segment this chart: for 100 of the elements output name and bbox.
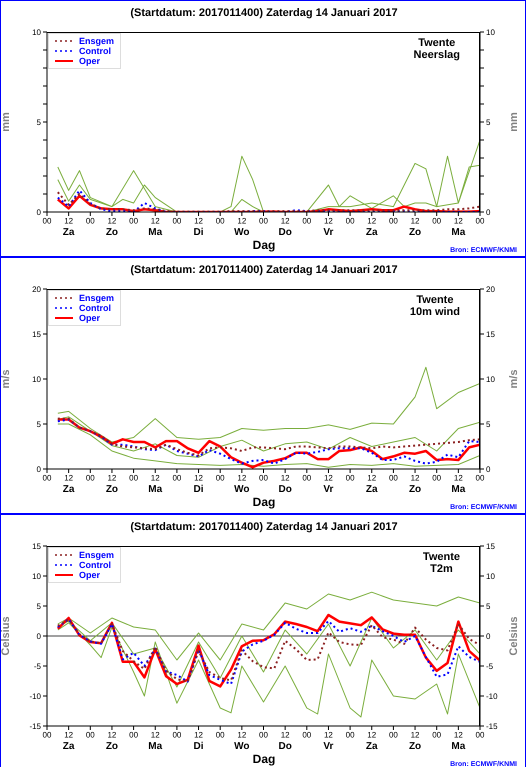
legend-label: Ensgem [79,36,114,46]
text: Ma [450,484,466,495]
x-tick-label: 00 [432,474,442,483]
x-tick-label: 00 [172,730,182,740]
x-tick-label: 12 [237,474,247,483]
text: Za [364,741,379,752]
x-tick-label: 00 [129,730,139,740]
x-tick-label: 12 [280,474,290,483]
y-tick-label: 5 [36,420,42,429]
x-tick-label: 12 [194,474,204,483]
y-tick-label: -5 [34,662,42,671]
x-tick-label: 00 [432,216,442,226]
chart-title: (Startdatum: 2017011400) Zaterdag 14 Januari 2017 [129,521,399,533]
y-tick-label: 5 [36,118,42,127]
y2-tick-label: 10 [486,374,496,384]
x-tick-label: 12 [324,474,334,483]
legend-label: Oper [79,570,100,580]
y2-tick-label: -10 [486,692,498,701]
x-tick-label: 00 [476,216,485,226]
x-tick-label: 00 [42,730,52,740]
y2-axis-title: m/s [508,370,520,388]
x-tick-label: 00 [172,474,182,483]
text: Di [192,227,205,238]
y-tick-label: 0 [36,464,42,474]
chart-title: (Startdatum: 2017011400) Zaterdag 14 Januari 2017 [129,7,399,19]
x-tick-label: 12 [64,730,74,740]
x-tick-label: 00 [388,730,398,740]
x-tick-label: 00 [216,730,226,740]
y-axis-title: m/s [0,370,12,388]
x-tick-label: 00 [302,730,312,740]
text: Twente T2m [422,551,460,575]
x-tick-label: 00 [42,474,52,483]
text: Ma [147,741,164,752]
y-tick-label: 0 [36,632,42,641]
y-axis-title: Celsius [0,616,12,656]
y2-tick-label: 5 [486,118,491,127]
x-tick-label: 12 [64,474,74,483]
x-tick-label: 00 [86,730,96,740]
y2-tick-label: 20 [486,284,496,294]
y2-tick-label: 0 [486,208,491,217]
x-tick-label: 00 [259,730,268,740]
y-tick-label: 15 [32,330,42,339]
y2-tick-label: 10 [486,28,496,37]
x-tick-label: 00 [346,474,356,483]
text: Di [192,741,205,752]
text: Twente 10m wind [410,294,460,318]
y-tick-label: 10 [32,28,42,37]
x-tick-label: 12 [454,730,464,740]
x-tick-label: 12 [237,730,247,740]
x-tick-label: 00 [129,216,139,226]
x-tick-label: 12 [454,474,464,483]
x-tick-label: 12 [150,730,160,740]
x-tick-label: 00 [476,730,485,740]
x-axis-title: Dag [252,238,276,252]
x-tick-label: 00 [259,474,268,483]
x-tick-label: 00 [432,730,442,740]
x-axis-title: Dag [252,495,276,509]
x-tick-label: 12 [280,216,290,226]
x-tick-label: 12 [237,216,247,226]
text: Ma [450,741,466,752]
y2-tick-label: 5 [486,420,491,429]
legend-label: Ensgem [79,293,114,303]
text: Za [364,484,379,495]
x-tick-label: 00 [388,216,398,226]
legend-label: Control [79,560,111,570]
text: Za [62,484,76,495]
x-tick-label: 12 [324,216,334,226]
y2-tick-label: -5 [486,662,494,671]
x-tick-label: 12 [324,730,334,740]
x-tick-label: 00 [346,216,356,226]
x-tick-label: 00 [259,216,268,226]
text: Zo [104,484,120,495]
x-tick-label: 12 [454,216,464,226]
text: Wo [233,227,251,238]
x-tick-label: 00 [172,216,182,226]
y2-tick-label: 15 [486,542,496,551]
chart-title: (Startdatum: 2017011400) Zaterdag 14 Januari 2017 [129,264,399,276]
y-tick-label: 15 [32,542,42,551]
y2-tick-label: 15 [486,330,496,339]
text: Zo [408,227,422,238]
text: Zo [408,484,422,495]
y2-axis-title: Celsius [508,616,520,656]
text: Ma [147,227,164,238]
x-axis-title: Dag [252,752,276,766]
text: Za [364,227,379,238]
x-tick-label: 12 [194,216,204,226]
x-tick-label: 00 [129,474,139,483]
x-tick-label: 12 [410,216,420,226]
y-tick-label: 5 [36,602,42,611]
y2-tick-label: 0 [486,632,491,641]
x-tick-label: 12 [150,216,160,226]
x-tick-label: 12 [410,474,420,483]
y2-tick-label: 10 [486,572,496,581]
y2-tick-label: 0 [486,464,491,474]
y-tick-label: 10 [32,572,42,581]
text: Do [277,484,293,495]
y-axis-title: mm [0,112,12,132]
y-tick-label: -15 [29,722,42,731]
text: Za [62,741,76,752]
text: Zo [408,741,422,752]
